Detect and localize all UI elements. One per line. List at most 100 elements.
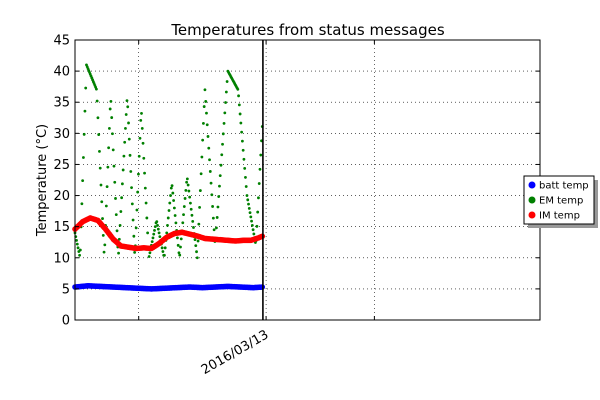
data-point <box>118 224 122 227</box>
grid-lines <box>75 40 540 320</box>
data-point <box>158 235 162 239</box>
data-point <box>174 221 178 225</box>
data-point <box>161 250 165 253</box>
data-point <box>97 133 101 136</box>
data-point <box>82 156 85 159</box>
data-point <box>205 123 209 127</box>
data-point <box>240 130 244 134</box>
data-point <box>131 218 135 222</box>
data-point <box>95 99 99 103</box>
data-point <box>135 208 139 212</box>
data-point <box>98 149 101 153</box>
data-point <box>250 224 254 227</box>
data-point <box>147 255 151 258</box>
data-point <box>179 245 182 249</box>
data-point <box>82 132 86 136</box>
data-point <box>137 154 141 158</box>
data-point <box>102 250 106 254</box>
data-point <box>191 219 195 223</box>
data-point <box>238 112 242 116</box>
data-point <box>193 238 197 241</box>
data-point <box>165 231 169 235</box>
data-point <box>245 194 249 197</box>
data-point <box>112 164 116 168</box>
data-point <box>188 195 192 199</box>
data-point <box>151 236 155 240</box>
data-point <box>111 148 115 152</box>
data-point <box>176 236 179 240</box>
data-point <box>166 216 170 220</box>
data-point <box>257 196 260 200</box>
series-batt-temp <box>72 282 266 292</box>
y-tick-label: 5 <box>62 282 70 297</box>
data-point <box>153 225 157 229</box>
data-point <box>103 243 107 247</box>
data-point <box>153 229 156 232</box>
legend-items: batt temp EM temp IM temp <box>528 181 589 222</box>
data-point <box>145 216 149 220</box>
data-point <box>132 234 136 238</box>
data-point <box>218 174 222 178</box>
data-point <box>100 200 104 204</box>
data-point <box>186 183 190 187</box>
data-point <box>201 138 205 142</box>
data-point <box>239 121 243 125</box>
data-point <box>138 136 142 140</box>
legend-label: IM temp <box>539 211 580 222</box>
data-point <box>108 126 111 130</box>
data-point <box>170 184 174 188</box>
data-point <box>236 87 240 91</box>
legend-box <box>523 175 595 225</box>
data-point <box>182 213 185 217</box>
data-point <box>197 222 201 226</box>
data-point <box>163 253 166 257</box>
data-point <box>204 100 208 103</box>
data-point <box>259 153 263 157</box>
data-point <box>150 240 154 244</box>
data-point <box>146 231 150 235</box>
data-point <box>115 229 119 233</box>
data-point <box>221 142 224 146</box>
data-point <box>78 248 82 252</box>
data-point <box>160 246 164 250</box>
data-point <box>122 154 126 158</box>
data-point <box>114 213 118 217</box>
y-tick-label: 35 <box>53 96 70 111</box>
data-point <box>202 121 205 125</box>
legend: batt temp EM temp IM temp <box>523 175 598 228</box>
data-point <box>241 139 244 143</box>
y-tick-label: 0 <box>62 314 70 329</box>
data-point <box>192 226 195 229</box>
data-point <box>215 226 218 230</box>
data-point <box>129 170 133 173</box>
data-point <box>130 186 133 190</box>
data-point <box>139 118 143 122</box>
data-point <box>225 80 229 83</box>
data-point <box>202 105 206 108</box>
data-point <box>148 251 152 255</box>
data-point <box>196 239 200 243</box>
data-point <box>189 201 192 205</box>
data-point <box>250 219 253 223</box>
data-point <box>194 244 198 248</box>
data-point <box>241 148 245 152</box>
data-point <box>125 99 129 103</box>
legend-label: batt temp <box>539 181 589 192</box>
data-point <box>205 111 208 115</box>
legend-marker <box>528 211 536 219</box>
data-point <box>127 137 131 141</box>
data-point <box>163 246 167 250</box>
data-point <box>136 190 140 194</box>
data-point <box>258 167 262 171</box>
data-point <box>185 180 189 184</box>
data-point <box>203 88 207 92</box>
data-point <box>210 193 214 197</box>
data-point <box>83 109 87 113</box>
data-point <box>185 177 189 181</box>
data-point <box>222 121 226 125</box>
data-point <box>198 205 201 209</box>
legend-marker <box>528 196 536 204</box>
data-point <box>251 228 255 232</box>
data-point <box>120 182 124 186</box>
